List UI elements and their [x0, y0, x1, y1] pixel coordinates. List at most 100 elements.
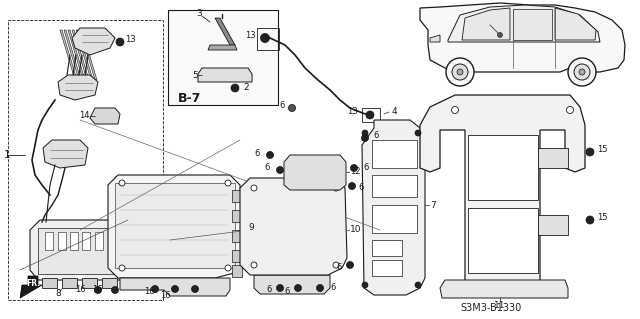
Text: 16: 16 [92, 286, 103, 294]
Bar [372, 175, 417, 197]
Circle shape [349, 182, 355, 189]
Text: 6: 6 [373, 131, 378, 140]
Polygon shape [208, 45, 237, 50]
Bar [8, 20, 163, 300]
Circle shape [317, 285, 323, 292]
Text: 5: 5 [192, 70, 198, 79]
Circle shape [362, 130, 368, 136]
Circle shape [111, 286, 118, 293]
Polygon shape [64, 30, 81, 80]
Circle shape [362, 135, 369, 142]
Circle shape [497, 33, 502, 38]
Bar [468, 135, 538, 200]
Polygon shape [30, 220, 142, 280]
Polygon shape [76, 30, 93, 80]
Polygon shape [240, 178, 347, 275]
Bar [538, 215, 568, 235]
Text: 9: 9 [248, 224, 253, 233]
Bar [362, 108, 380, 122]
Circle shape [346, 262, 353, 269]
Circle shape [415, 282, 421, 288]
Bar [45, 232, 53, 250]
Text: 6: 6 [337, 263, 342, 272]
Polygon shape [555, 8, 596, 40]
Circle shape [574, 64, 590, 80]
Polygon shape [448, 5, 600, 42]
Text: 7: 7 [430, 201, 436, 210]
Circle shape [451, 107, 458, 114]
Text: 15: 15 [597, 145, 607, 154]
Text: 4: 4 [392, 108, 397, 116]
Bar [248, 186, 340, 264]
Polygon shape [284, 155, 346, 190]
Text: 1: 1 [4, 150, 11, 160]
Circle shape [119, 180, 125, 186]
Polygon shape [362, 120, 425, 295]
Circle shape [260, 33, 269, 42]
Bar [538, 148, 568, 168]
Polygon shape [90, 108, 120, 124]
Text: 12: 12 [350, 167, 360, 176]
Circle shape [276, 285, 284, 292]
Polygon shape [254, 275, 330, 294]
Polygon shape [430, 35, 440, 42]
Bar [232, 250, 242, 262]
Bar [468, 208, 538, 273]
Circle shape [566, 107, 573, 114]
Circle shape [152, 286, 159, 293]
Circle shape [191, 286, 198, 293]
Polygon shape [215, 18, 235, 45]
Circle shape [415, 130, 421, 136]
Bar [38, 228, 134, 274]
Bar [372, 240, 402, 256]
Polygon shape [108, 175, 243, 278]
Polygon shape [80, 30, 97, 80]
Text: S3M3-B1330: S3M3-B1330 [460, 303, 521, 313]
Text: 6: 6 [264, 164, 270, 173]
Text: 6: 6 [363, 164, 369, 173]
Polygon shape [198, 68, 252, 82]
Circle shape [452, 64, 468, 80]
Bar [115, 183, 235, 268]
Bar [82, 232, 90, 250]
Circle shape [294, 285, 301, 292]
Polygon shape [58, 75, 98, 100]
Circle shape [119, 265, 125, 271]
Circle shape [586, 148, 594, 156]
Circle shape [225, 265, 231, 271]
Text: 13: 13 [348, 108, 358, 116]
Polygon shape [68, 30, 85, 80]
Text: 16: 16 [160, 292, 171, 300]
Bar [120, 232, 128, 250]
Circle shape [251, 262, 257, 268]
Bar [108, 232, 116, 250]
Text: FR.: FR. [26, 279, 40, 288]
Circle shape [457, 69, 463, 75]
Bar [168, 10, 278, 105]
Polygon shape [462, 8, 510, 40]
Polygon shape [120, 278, 230, 296]
Circle shape [333, 185, 339, 191]
Bar [232, 210, 242, 222]
Text: 13: 13 [245, 32, 256, 41]
Bar [95, 232, 103, 250]
Text: 14: 14 [79, 112, 90, 121]
Circle shape [95, 286, 102, 293]
Bar [82, 278, 97, 288]
Polygon shape [72, 28, 115, 55]
Text: 2: 2 [243, 84, 248, 93]
Polygon shape [513, 9, 552, 40]
Polygon shape [43, 140, 88, 168]
Circle shape [225, 180, 231, 186]
Circle shape [251, 185, 257, 191]
Bar [372, 260, 402, 276]
Text: 6: 6 [285, 286, 290, 295]
Circle shape [446, 58, 474, 86]
Text: 6: 6 [255, 149, 260, 158]
Bar [102, 278, 117, 288]
Bar [372, 205, 417, 233]
Bar [257, 28, 279, 50]
Bar [232, 190, 242, 202]
Polygon shape [20, 276, 42, 298]
Circle shape [568, 58, 596, 86]
